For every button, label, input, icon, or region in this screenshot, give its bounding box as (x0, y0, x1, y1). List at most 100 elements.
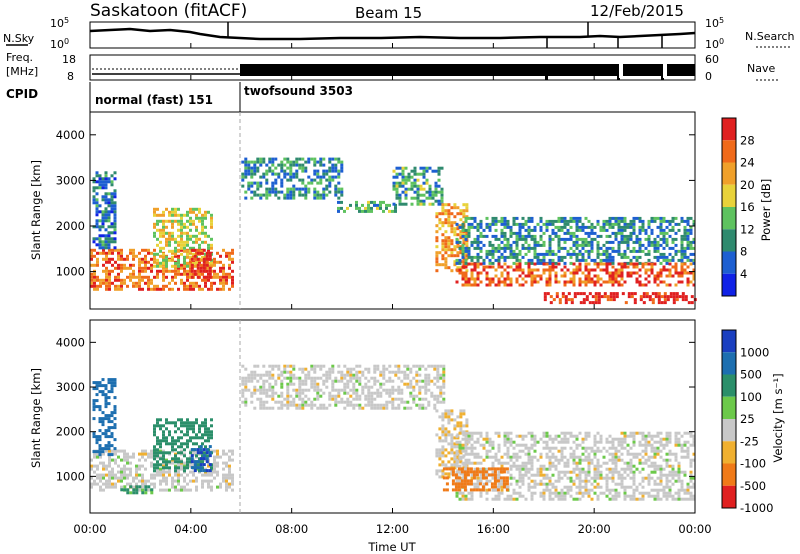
data-cell (189, 249, 192, 253)
data-cell (621, 292, 625, 296)
data-cell (409, 391, 413, 395)
data-cell (262, 157, 266, 161)
data-cell (298, 190, 302, 194)
data-cell (180, 281, 183, 285)
data-cell (533, 485, 537, 489)
cpid-mode-2: twofsound 3503 (244, 84, 353, 98)
data-cell (231, 281, 234, 285)
data-cell (228, 449, 231, 453)
data-cell (503, 440, 507, 444)
data-cell (412, 397, 416, 401)
data-cell (647, 258, 651, 262)
data-cell (98, 438, 102, 442)
data-cell (465, 421, 469, 425)
data-cell (334, 169, 338, 173)
data-cell (104, 246, 108, 250)
data-cell (165, 488, 168, 492)
data-cell (95, 237, 99, 241)
data-cell (635, 237, 639, 241)
data-cell (204, 281, 207, 285)
data-cell (210, 264, 213, 268)
data-cell (563, 437, 567, 441)
data-cell (207, 454, 210, 458)
data-cell (656, 225, 660, 229)
colorbar-tick: 24 (740, 156, 755, 170)
data-cell (404, 181, 408, 185)
data-cell (476, 246, 480, 250)
data-cell (331, 169, 335, 173)
data-cell (204, 424, 207, 428)
data-cell (153, 260, 156, 264)
data-cell (391, 388, 395, 392)
data-cell (450, 212, 454, 216)
data-cell (554, 274, 558, 278)
data-cell (343, 364, 347, 368)
data-cell (515, 234, 519, 238)
data-cell (289, 187, 293, 191)
data-cell (313, 382, 317, 386)
data-cell (156, 454, 159, 458)
data-cell (110, 240, 114, 244)
data-cell (153, 454, 156, 458)
data-cell (563, 491, 567, 495)
data-cell (222, 449, 225, 453)
data-cell (650, 240, 654, 244)
data-cell (560, 246, 564, 250)
data-cell (451, 479, 455, 483)
data-cell (409, 406, 413, 410)
data-cell (274, 166, 278, 170)
data-cell (132, 254, 135, 258)
data-cell (141, 278, 144, 282)
data-cell (286, 385, 290, 389)
data-cell (322, 406, 326, 410)
data-cell (665, 258, 669, 262)
data-cell (177, 249, 180, 253)
data-cell (120, 266, 123, 270)
data-cell (596, 461, 600, 465)
data-cell (250, 400, 254, 404)
data-cell (198, 237, 201, 241)
data-cell (647, 482, 651, 486)
data-cell (183, 284, 186, 288)
data-cell (319, 175, 323, 179)
data-cell (602, 491, 606, 495)
data-cell (455, 494, 459, 498)
data-cell (659, 243, 663, 247)
data-cell (555, 292, 559, 296)
data-cell (444, 260, 448, 264)
data-cell (611, 265, 615, 269)
data-cell (367, 403, 371, 407)
data-cell (545, 452, 549, 456)
data-cell (111, 449, 114, 453)
data-cell (90, 257, 93, 261)
data-cell (409, 367, 413, 371)
data-cell (95, 393, 99, 397)
data-cell (403, 400, 407, 404)
data-cell (564, 295, 568, 299)
data-cell (533, 455, 537, 459)
data-cell (578, 277, 582, 281)
data-cell (439, 364, 443, 368)
data-cell (192, 473, 195, 477)
data-cell (422, 202, 426, 206)
data-cell (447, 254, 451, 258)
data-cell (95, 450, 99, 454)
data-cell (644, 252, 648, 256)
data-cell (424, 391, 428, 395)
data-cell (644, 461, 648, 465)
data-cell (177, 476, 180, 480)
data-cell (192, 207, 195, 211)
data-cell (433, 403, 437, 407)
data-cell (447, 209, 451, 213)
data-cell (608, 488, 612, 492)
data-cell (328, 181, 332, 185)
data-cell (174, 442, 177, 446)
data-cell (189, 207, 192, 211)
data-cell (129, 467, 132, 471)
data-cell (177, 466, 180, 470)
data-cell (485, 283, 489, 287)
data-cell (680, 449, 684, 453)
data-cell (584, 491, 588, 495)
data-cell (322, 169, 326, 173)
data-cell (280, 379, 284, 383)
